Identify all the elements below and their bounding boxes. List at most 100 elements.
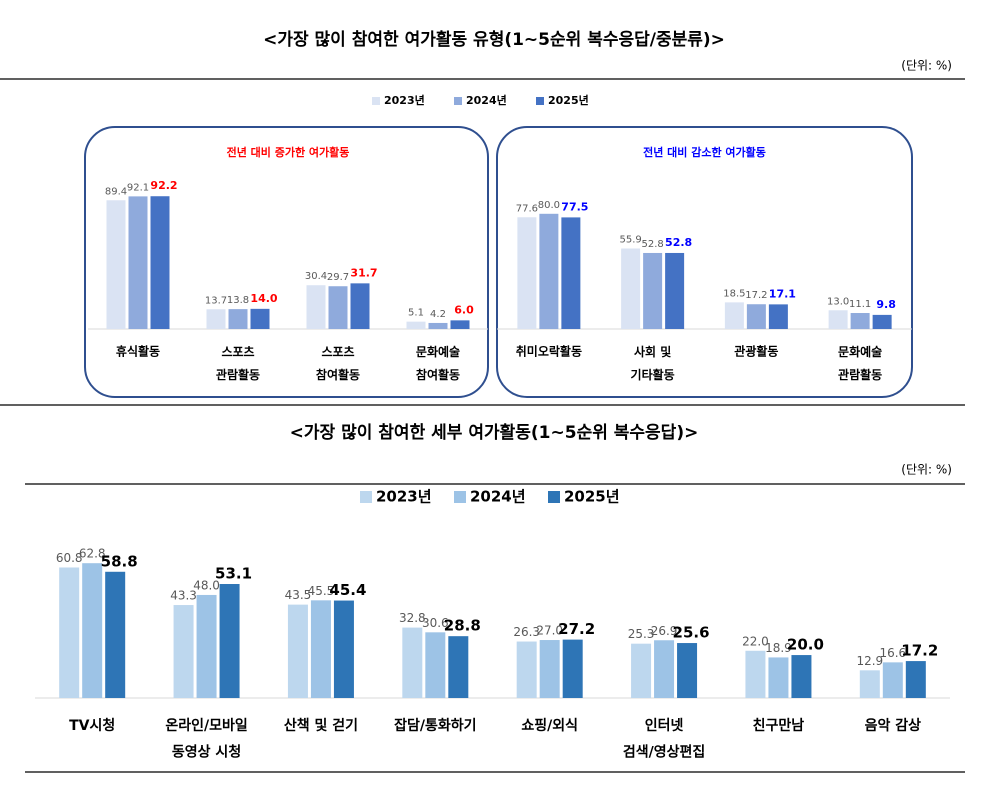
value-label: 17.2 <box>901 642 938 660</box>
x-tick-label: 음악 감상 <box>865 717 922 734</box>
bar <box>350 283 370 329</box>
legend-label: 2023년 <box>384 93 425 107</box>
value-label: 13.7 <box>205 295 227 306</box>
bar <box>882 662 903 698</box>
x-tick-label: 쇼핑/외식 <box>521 717 578 734</box>
x-tick-label: 스포츠 관람활동 <box>216 345 260 382</box>
value-label: 43.3 <box>170 589 197 603</box>
bar <box>905 661 926 698</box>
value-label: 30.6 <box>422 616 449 630</box>
bar <box>150 196 170 329</box>
bar <box>82 563 103 698</box>
bar <box>128 196 148 329</box>
bar <box>206 309 226 329</box>
value-label: 25.6 <box>673 624 710 642</box>
unit-label: (단위: %) <box>901 59 952 73</box>
bar <box>333 600 354 698</box>
bar <box>106 200 126 329</box>
bar <box>631 643 652 698</box>
value-label: 6.0 <box>454 303 474 316</box>
value-label: 31.7 <box>350 266 377 279</box>
bar <box>621 248 641 329</box>
value-label: 11.1 <box>849 299 871 310</box>
group-annotation: 전년 대비 감소한 여가활동 <box>643 145 766 159</box>
value-label: 30.4 <box>305 271 327 282</box>
value-label: 80.0 <box>538 200 560 211</box>
legend-swatch <box>372 97 380 105</box>
x-tick-label: 잡담/통화하기 <box>394 717 476 734</box>
bar <box>724 302 744 329</box>
group-panel <box>84 126 489 398</box>
x-tick-label: 온라인/모바일 동영상 시청 <box>165 717 247 761</box>
value-label: 13.8 <box>227 295 249 306</box>
value-label: 29.7 <box>327 272 349 283</box>
value-label: 26.9 <box>651 624 678 638</box>
bar <box>406 321 426 329</box>
value-label: 45.5 <box>308 584 335 598</box>
value-label: 92.1 <box>127 182 149 193</box>
bar <box>654 640 675 698</box>
bar <box>859 670 880 698</box>
value-label: 18.9 <box>765 641 792 655</box>
x-tick-label: 취미오락활동 <box>516 344 582 359</box>
value-label: 92.2 <box>150 179 177 192</box>
value-label: 52.8 <box>641 239 663 250</box>
bar <box>310 600 331 698</box>
bar <box>306 285 326 329</box>
unit-label: (단위: %) <box>901 463 952 477</box>
bar <box>539 640 560 698</box>
bar <box>768 304 788 329</box>
x-tick-label: 휴식활동 <box>116 344 160 359</box>
bar <box>561 217 581 329</box>
value-label: 55.9 <box>619 235 641 246</box>
bar <box>539 213 559 329</box>
value-label: 5.1 <box>408 308 424 319</box>
value-label: 13.0 <box>827 296 849 307</box>
value-label: 27.0 <box>536 624 563 638</box>
legend-label: 2025년 <box>564 488 620 506</box>
chart-title: <가장 많이 참여한 여가활동 유형(1~5순위 복수응답/중분류)> <box>263 29 725 50</box>
legend-swatch <box>548 491 560 503</box>
bar <box>196 594 217 698</box>
value-label: 48.0 <box>193 578 220 592</box>
bar <box>448 636 469 698</box>
x-tick-label: 스포츠 참여활동 <box>316 345 360 382</box>
value-label: 17.2 <box>745 290 767 301</box>
bar <box>59 567 80 698</box>
value-label: 18.5 <box>723 288 745 299</box>
value-label: 20.0 <box>787 636 824 654</box>
bar <box>425 632 446 698</box>
value-label: 16.6 <box>879 646 906 660</box>
value-label: 60.8 <box>56 551 83 565</box>
bar <box>850 313 870 329</box>
bar <box>516 641 537 698</box>
bar <box>746 304 766 329</box>
value-label: 14.0 <box>250 292 277 305</box>
value-label: 43.5 <box>285 588 312 602</box>
bar <box>768 657 789 698</box>
x-tick-label: 산책 및 걷기 <box>284 717 358 734</box>
bar <box>745 650 766 698</box>
bar <box>643 252 663 329</box>
value-label: 52.8 <box>665 236 692 249</box>
legend-label: 2024년 <box>470 488 526 506</box>
legend-swatch <box>454 491 466 503</box>
x-tick-label: 사회 및 기타활동 <box>631 344 675 382</box>
value-label: 22.0 <box>742 634 769 648</box>
chart-title: <가장 많이 참여한 세부 여가활동(1~5순위 복수응답)> <box>290 422 699 443</box>
x-tick-label: 문화예술 관람활동 <box>838 344 882 382</box>
bar <box>791 655 812 698</box>
value-label: 77.5 <box>561 200 588 213</box>
legend-label: 2023년 <box>376 488 432 506</box>
bar <box>402 627 423 698</box>
legend-swatch <box>536 97 544 105</box>
value-label: 17.1 <box>769 287 796 300</box>
value-label: 89.4 <box>105 186 127 197</box>
legend-swatch <box>454 97 462 105</box>
legend-swatch <box>360 491 372 503</box>
bar <box>450 320 470 329</box>
value-label: 58.8 <box>101 552 138 570</box>
bar <box>219 584 240 698</box>
bar <box>517 217 537 329</box>
